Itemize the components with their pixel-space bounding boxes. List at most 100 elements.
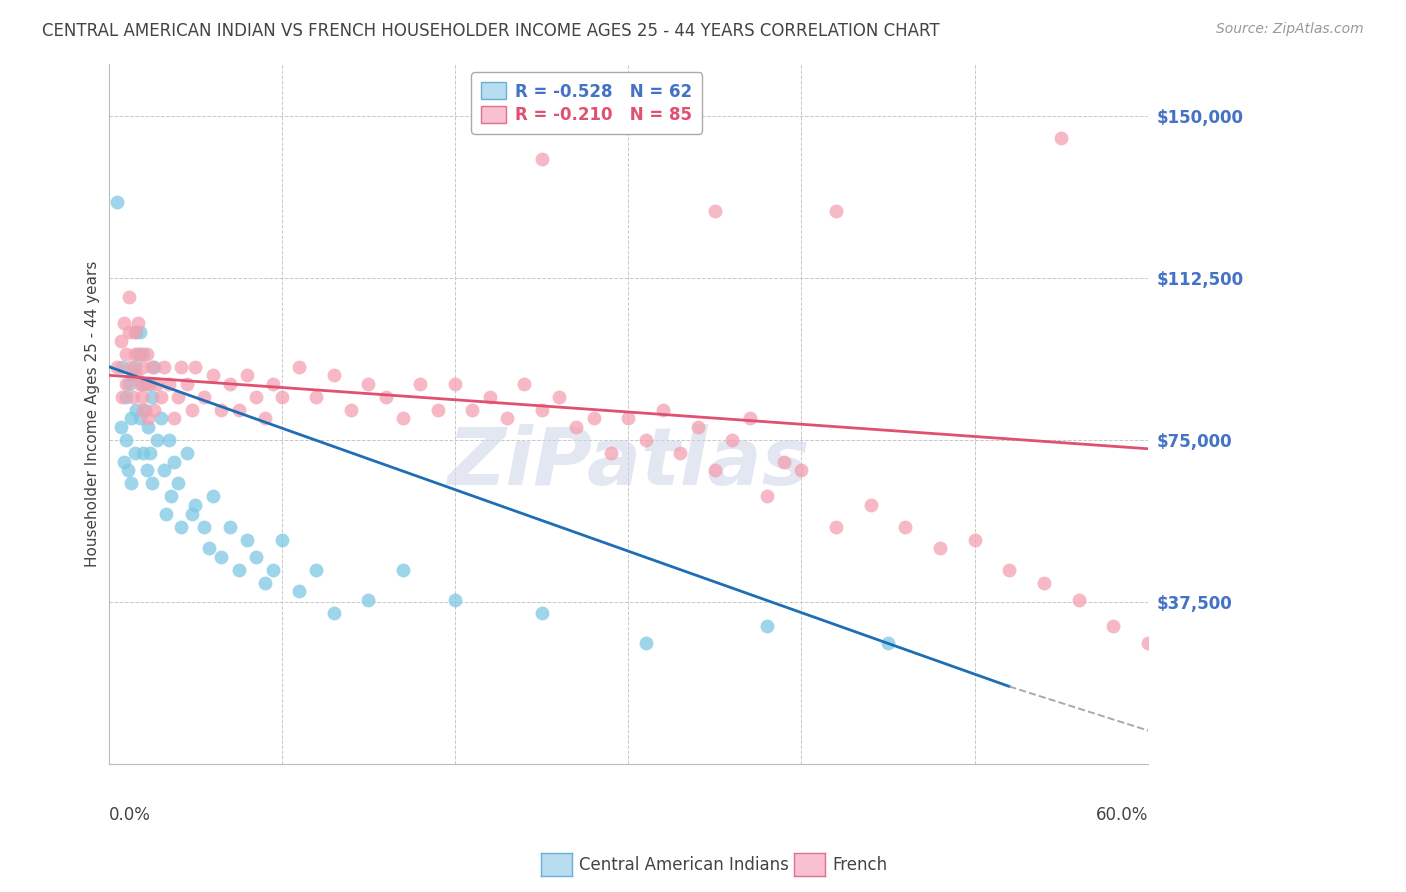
Point (125, 368, 148, 383)
Point (357, 593, 380, 607)
Point (651, 402, 673, 417)
Point (340, 402, 363, 417)
Point (634, 636, 657, 650)
Point (132, 346, 155, 360)
Point (160, 489, 183, 503)
Point (721, 433, 744, 447)
Point (245, 549, 267, 564)
Point (288, 584, 311, 599)
Point (110, 420, 132, 434)
Point (120, 359, 142, 374)
Point (115, 433, 138, 447)
Point (322, 606, 344, 620)
Point (163, 411, 186, 425)
Point (193, 519, 215, 533)
Point (600, 446, 623, 460)
Text: Source: ZipAtlas.com: Source: ZipAtlas.com (1216, 22, 1364, 37)
Point (127, 346, 149, 360)
Point (149, 390, 172, 404)
Point (155, 507, 177, 521)
Point (167, 476, 190, 491)
Point (124, 359, 146, 374)
Point (170, 359, 193, 374)
Point (124, 346, 146, 360)
Point (120, 476, 142, 491)
Point (134, 402, 156, 417)
Point (1067, 593, 1090, 607)
Point (153, 463, 176, 477)
Point (184, 498, 207, 512)
Point (305, 390, 328, 404)
Point (149, 411, 172, 425)
Point (530, 402, 553, 417)
Point (253, 411, 276, 425)
Point (128, 346, 150, 360)
Point (167, 390, 190, 404)
Point (305, 563, 328, 577)
Point (127, 317, 149, 331)
Point (120, 411, 142, 425)
Point (146, 433, 169, 447)
Point (478, 390, 501, 404)
Point (228, 563, 250, 577)
Point (262, 563, 284, 577)
Point (132, 446, 155, 460)
Point (963, 533, 986, 547)
Point (170, 519, 193, 533)
Text: French: French (832, 856, 887, 874)
Point (198, 541, 221, 556)
Point (128, 325, 150, 339)
Point (193, 390, 215, 404)
Point (617, 411, 640, 425)
Point (1136, 636, 1159, 650)
Point (142, 402, 165, 417)
Point (669, 446, 692, 460)
Point (773, 455, 796, 469)
Point (755, 489, 778, 503)
Point (270, 390, 292, 404)
Text: ZiPatlas: ZiPatlas (447, 425, 810, 502)
Point (122, 368, 145, 383)
Point (262, 376, 284, 391)
Point (111, 359, 134, 374)
Point (124, 325, 146, 339)
Point (209, 402, 232, 417)
Point (322, 368, 344, 383)
Point (141, 390, 163, 404)
Point (582, 411, 605, 425)
Point (132, 359, 155, 374)
Point (444, 593, 467, 607)
Point (929, 541, 952, 556)
Point (270, 533, 292, 547)
Point (496, 411, 519, 425)
Point (998, 563, 1021, 577)
Point (132, 402, 155, 417)
Point (134, 376, 156, 391)
Point (139, 376, 162, 391)
Point (176, 446, 198, 460)
Point (163, 455, 186, 469)
Point (115, 376, 138, 391)
Point (115, 390, 138, 404)
Point (825, 204, 848, 219)
Point (513, 376, 536, 391)
Point (201, 368, 224, 383)
Point (118, 290, 141, 304)
Point (755, 619, 778, 633)
Point (128, 376, 150, 391)
Point (530, 152, 553, 166)
Point (253, 575, 276, 590)
Point (1102, 619, 1125, 633)
Point (139, 446, 162, 460)
Point (565, 420, 588, 434)
Legend: R = -0.528   N = 62, R = -0.210   N = 85: R = -0.528 N = 62, R = -0.210 N = 85 (471, 72, 702, 134)
Point (1033, 575, 1056, 590)
Point (219, 519, 242, 533)
Point (245, 390, 267, 404)
Point (288, 359, 311, 374)
Point (894, 519, 917, 533)
Point (146, 376, 169, 391)
Point (135, 346, 157, 360)
Text: 60.0%: 60.0% (1095, 806, 1147, 824)
Point (142, 359, 165, 374)
